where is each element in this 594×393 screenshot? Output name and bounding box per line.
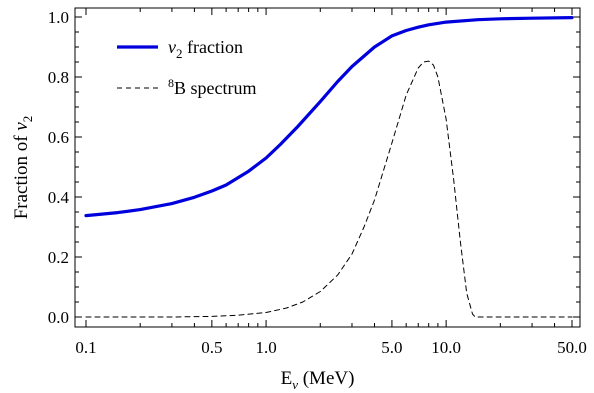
y-axis-label: Fraction of ν2: [11, 116, 35, 220]
y-tick-label: 0.0: [48, 308, 69, 327]
x-tick-label: 1.0: [255, 338, 276, 357]
series-line-nu2-fraction: [84, 16, 574, 218]
series-line-8b-spectrum: [85, 60, 573, 318]
y-tick-label: 0.2: [48, 248, 69, 267]
y-tick-label: 1.0: [48, 8, 69, 27]
y-tick-label: 0.8: [48, 68, 69, 87]
x-tick-label: 5.0: [381, 338, 402, 357]
legend-label: 8B spectrum: [168, 76, 257, 98]
x-tick-label: 0.5: [201, 338, 222, 357]
legend-label: ν2 fraction: [168, 37, 243, 61]
y-tick-label: 0.4: [48, 188, 70, 207]
legend: ν2 fraction 8B spectrum: [117, 37, 257, 98]
x-tick-label: 50.0: [557, 338, 587, 357]
plot-area: 0.0 0.2 0.4 0.6 0.8 1.0 0.1 0.5 1.0 5.0 10.0 50.0 ν2…: [11, 7, 587, 392]
y-tick-label: 0.6: [48, 128, 69, 147]
x-axis-label: Eν (MeV): [281, 368, 355, 392]
x-tick-label: 0.1: [75, 338, 96, 357]
plot-frame: [74, 7, 581, 328]
x-tick-label: 10.0: [431, 338, 461, 357]
